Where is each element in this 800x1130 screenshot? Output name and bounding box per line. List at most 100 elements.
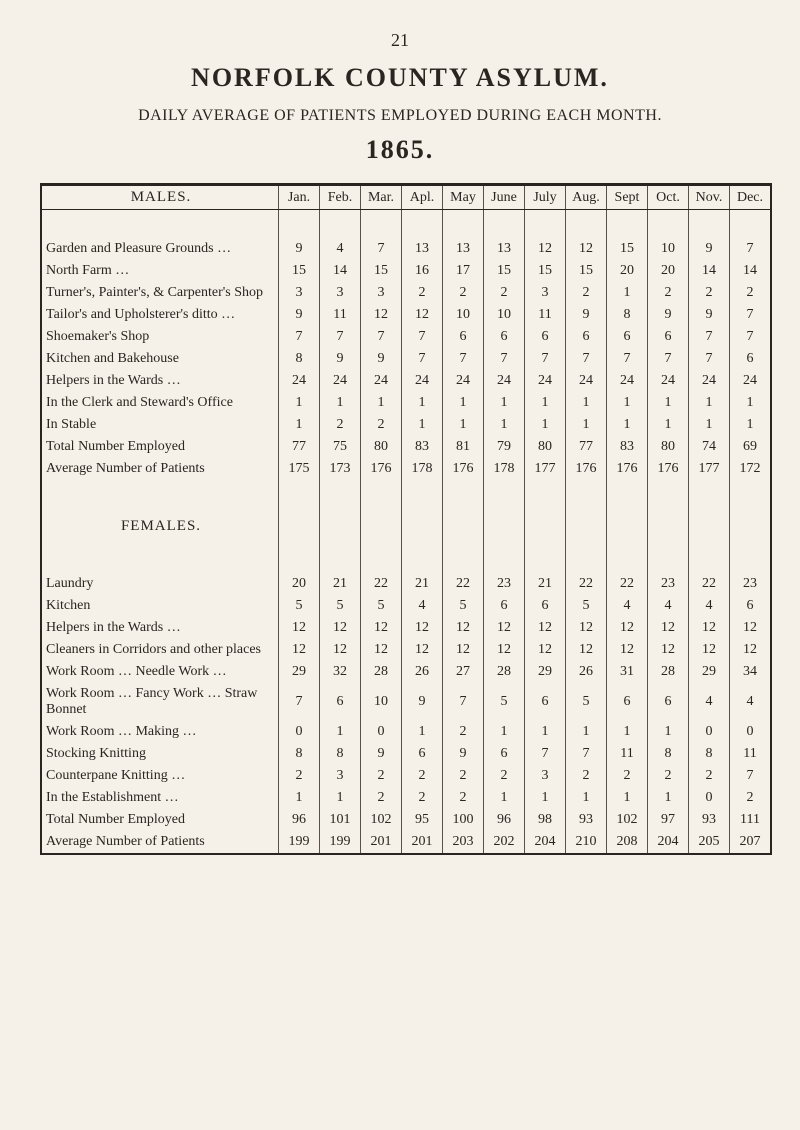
row-label: Tailor's and Upholsterer's ditto … (41, 304, 279, 326)
empty-cell (648, 508, 689, 545)
empty-cell (279, 508, 320, 545)
row-label: Work Room … Fancy Work … Straw Bonnet (41, 683, 279, 721)
cell-value: 9 (443, 743, 484, 765)
cell-value: 81 (443, 436, 484, 458)
cell-value: 7 (443, 348, 484, 370)
cell-value: 15 (484, 260, 525, 282)
cell-value: 205 (689, 831, 730, 854)
cell-value: 12 (279, 639, 320, 661)
cell-value: 1 (525, 392, 566, 414)
cell-value: 2 (402, 282, 443, 304)
cell-value: 199 (279, 831, 320, 854)
cell-value: 4 (689, 595, 730, 617)
cell-value: 3 (279, 282, 320, 304)
cell-value: 176 (443, 458, 484, 480)
row-label: Total Number Employed (41, 809, 279, 831)
cell-value: 9 (648, 304, 689, 326)
cell-value: 21 (402, 573, 443, 595)
table-row: Stocking Knitting88969677118811 (41, 743, 771, 765)
cell-value: 111 (730, 809, 772, 831)
cell-value: 6 (730, 595, 772, 617)
cell-value: 12 (320, 617, 361, 639)
cell-value: 176 (607, 458, 648, 480)
cell-value: 6 (525, 326, 566, 348)
cell-value: 7 (730, 765, 772, 787)
cell-value: 0 (361, 721, 402, 743)
empty-cell (443, 210, 484, 239)
cell-value: 1 (484, 787, 525, 809)
cell-value: 9 (361, 743, 402, 765)
cell-value: 1 (648, 721, 689, 743)
empty-cell (689, 210, 730, 239)
cell-value: 20 (607, 260, 648, 282)
header-month: Mar. (361, 185, 402, 210)
empty-cell (484, 210, 525, 239)
cell-value: 9 (689, 304, 730, 326)
empty-cell (279, 545, 320, 573)
empty-cell (402, 508, 443, 545)
cell-value: 7 (279, 326, 320, 348)
empty-cell (566, 480, 607, 508)
section-heading-row: FEMALES. (41, 508, 771, 545)
cell-value: 2 (607, 765, 648, 787)
cell-value: 12 (402, 304, 443, 326)
table-row: In Stable122111111111 (41, 414, 771, 436)
row-label: North Farm … (41, 260, 279, 282)
header-month: Oct. (648, 185, 689, 210)
cell-value: 201 (361, 831, 402, 854)
cell-value: 1 (607, 414, 648, 436)
cell-value: 13 (402, 238, 443, 260)
cell-value: 9 (279, 304, 320, 326)
cell-value: 6 (730, 348, 772, 370)
empty-cell (361, 210, 402, 239)
header-month: Sept (607, 185, 648, 210)
cell-value: 3 (361, 282, 402, 304)
cell-value: 24 (730, 370, 772, 392)
cell-value: 1 (279, 414, 320, 436)
table-row: In the Clerk and Steward's Office1111111… (41, 392, 771, 414)
cell-value: 7 (361, 238, 402, 260)
empty-cell (279, 480, 320, 508)
empty-cell (484, 508, 525, 545)
cell-value: 7 (648, 348, 689, 370)
cell-value: 177 (689, 458, 730, 480)
cell-value: 0 (689, 721, 730, 743)
row-label: Kitchen and Bakehouse (41, 348, 279, 370)
table-row: Work Room … Fancy Work … Straw Bonnet761… (41, 683, 771, 721)
cell-value: 2 (361, 787, 402, 809)
table-row: Turner's, Painter's, & Carpenter's Shop3… (41, 282, 771, 304)
empty-cell (689, 508, 730, 545)
cell-value: 1 (607, 282, 648, 304)
cell-value: 1 (648, 414, 689, 436)
empty-cell (566, 545, 607, 573)
cell-value: 11 (320, 304, 361, 326)
empty-cell (279, 210, 320, 239)
table-row: Counterpane Knitting …232222322227 (41, 765, 771, 787)
cell-value: 7 (279, 683, 320, 721)
cell-value: 74 (689, 436, 730, 458)
empty-cell (361, 508, 402, 545)
table-row: Kitchen and Bakehouse899777777776 (41, 348, 771, 370)
empty-cell (566, 210, 607, 239)
cell-value: 6 (402, 743, 443, 765)
empty-cell (320, 480, 361, 508)
cell-value: 3 (525, 765, 566, 787)
cell-value: 14 (689, 260, 730, 282)
section-gap (41, 210, 771, 239)
cell-value: 1 (320, 721, 361, 743)
cell-value: 7 (689, 326, 730, 348)
cell-value: 0 (279, 721, 320, 743)
cell-value: 8 (648, 743, 689, 765)
empty-cell (443, 508, 484, 545)
cell-value: 1 (402, 721, 443, 743)
cell-value: 176 (566, 458, 607, 480)
empty-cell (566, 508, 607, 545)
cell-value: 7 (607, 348, 648, 370)
cell-value: 29 (525, 661, 566, 683)
cell-value: 80 (525, 436, 566, 458)
header-month: May (443, 185, 484, 210)
cell-value: 24 (484, 370, 525, 392)
cell-value: 2 (648, 765, 689, 787)
cell-value: 20 (648, 260, 689, 282)
cell-value: 1 (484, 392, 525, 414)
